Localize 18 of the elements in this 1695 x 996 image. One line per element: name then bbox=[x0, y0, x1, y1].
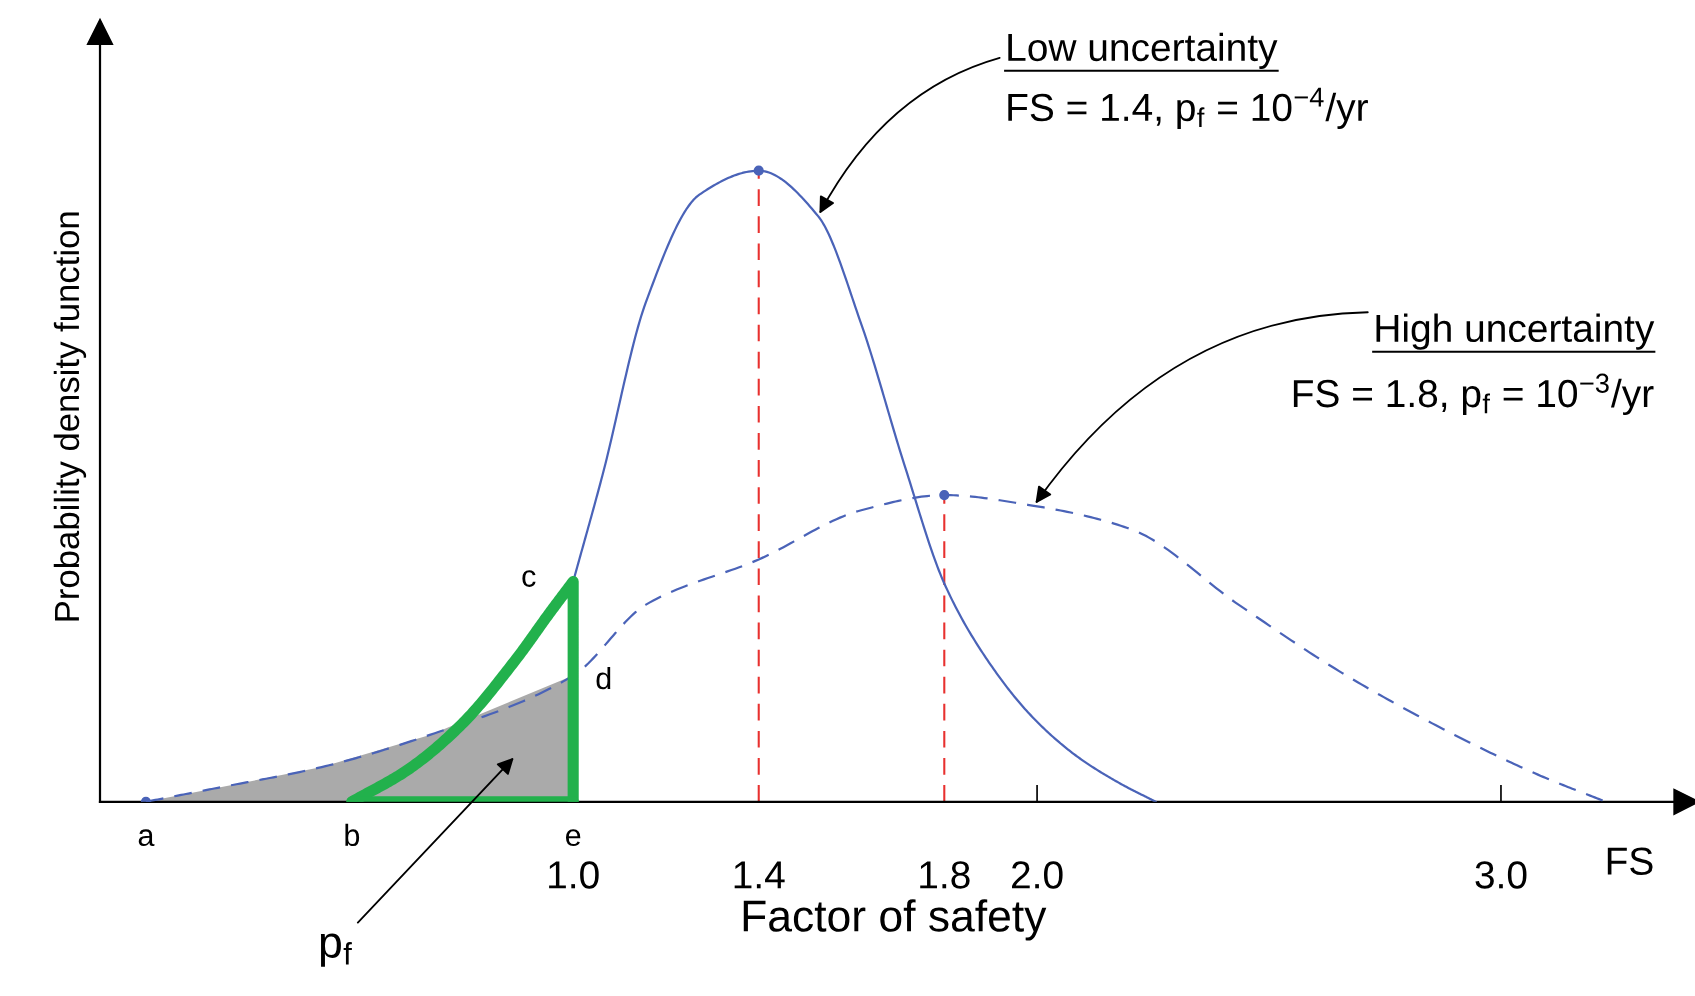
annotation: c bbox=[522, 570, 536, 587]
x-tick-label: 1.4 bbox=[734, 861, 785, 889]
y-axis-title: Probability density function bbox=[53, 212, 87, 621]
annotation: a bbox=[138, 829, 155, 847]
text: FS = 1.4, p$_{f}$ = 10$^{−4}$/yr bbox=[1008, 87, 1368, 129]
text: FS bbox=[1607, 847, 1653, 875]
x-axis-title: Factor of safety bbox=[743, 899, 1047, 941]
text: p$_{f}$ bbox=[320, 933, 352, 967]
annotation: FS = 1.8, p$_{f}$ = 10$^{−3}$/yr bbox=[1293, 373, 1654, 416]
annotation: High uncertainty bbox=[1376, 313, 1655, 350]
annotation: b bbox=[345, 823, 360, 847]
annotation: e bbox=[565, 829, 581, 847]
annotation: d bbox=[596, 666, 611, 690]
x-tick-label: 3.0 bbox=[1475, 861, 1527, 889]
x-tick-label: 1.8 bbox=[920, 861, 970, 889]
x-tick-label: 1.0 bbox=[549, 861, 599, 889]
annotation: Low uncertainty bbox=[1008, 32, 1278, 69]
x-tick-label: 2.0 bbox=[1012, 861, 1063, 889]
